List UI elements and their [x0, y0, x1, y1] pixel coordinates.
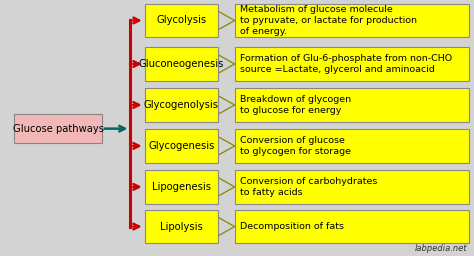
Text: Glucose pathways: Glucose pathways [13, 124, 103, 134]
FancyBboxPatch shape [14, 114, 102, 143]
Text: Formation of Glu-6-phosphate from non-CHO
source =Lactate, glycerol and aminoaci: Formation of Glu-6-phosphate from non-CH… [240, 54, 453, 74]
Text: Breakdown of glycogen
to glucose for energy: Breakdown of glycogen to glucose for ene… [240, 95, 351, 115]
Text: Conversion of carbohydrates
to fatty acids: Conversion of carbohydrates to fatty aci… [240, 177, 378, 197]
FancyBboxPatch shape [145, 47, 218, 81]
Text: Lipolysis: Lipolysis [160, 221, 203, 232]
FancyBboxPatch shape [145, 88, 218, 122]
Text: Metabolism of glucose molecule
to pyruvate, or lactate for production
of energy.: Metabolism of glucose molecule to pyruva… [240, 5, 417, 36]
FancyBboxPatch shape [235, 4, 469, 37]
Text: Glycolysis: Glycolysis [156, 15, 206, 26]
Text: labpedia.net: labpedia.net [414, 244, 467, 253]
Text: Lipogenesis: Lipogenesis [152, 182, 211, 192]
Text: Decomposition of fats: Decomposition of fats [240, 222, 344, 231]
FancyBboxPatch shape [235, 88, 469, 122]
FancyBboxPatch shape [235, 210, 469, 243]
Text: Glycogenolysis: Glycogenolysis [144, 100, 219, 110]
FancyBboxPatch shape [145, 170, 218, 204]
FancyBboxPatch shape [145, 210, 218, 243]
Text: Conversion of glucose
to glycogen for storage: Conversion of glucose to glycogen for st… [240, 136, 351, 156]
Text: Glycogenesis: Glycogenesis [148, 141, 215, 151]
Text: Gluconeogenesis: Gluconeogenesis [138, 59, 224, 69]
FancyBboxPatch shape [145, 129, 218, 163]
FancyBboxPatch shape [145, 4, 218, 37]
FancyBboxPatch shape [235, 129, 469, 163]
FancyBboxPatch shape [235, 170, 469, 204]
FancyBboxPatch shape [235, 47, 469, 81]
